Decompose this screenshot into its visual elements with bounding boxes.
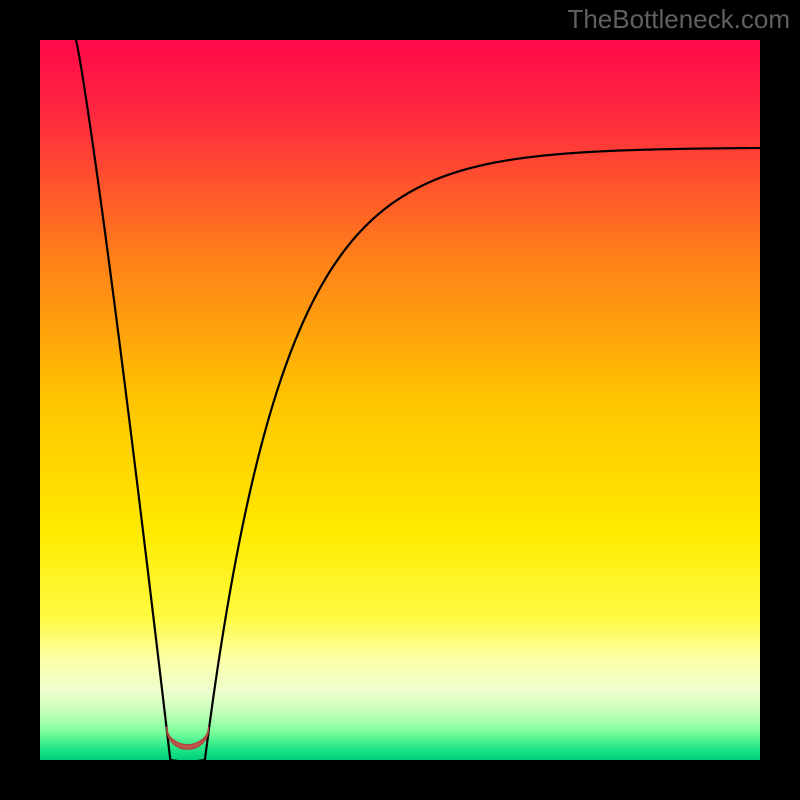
bottleneck-curve [76, 40, 760, 760]
watermark-text: TheBottleneck.com [567, 4, 790, 35]
overlay-svg [40, 40, 760, 760]
figure: TheBottleneck.com [0, 0, 800, 800]
min-marker [167, 727, 209, 749]
plot-area [40, 40, 760, 760]
